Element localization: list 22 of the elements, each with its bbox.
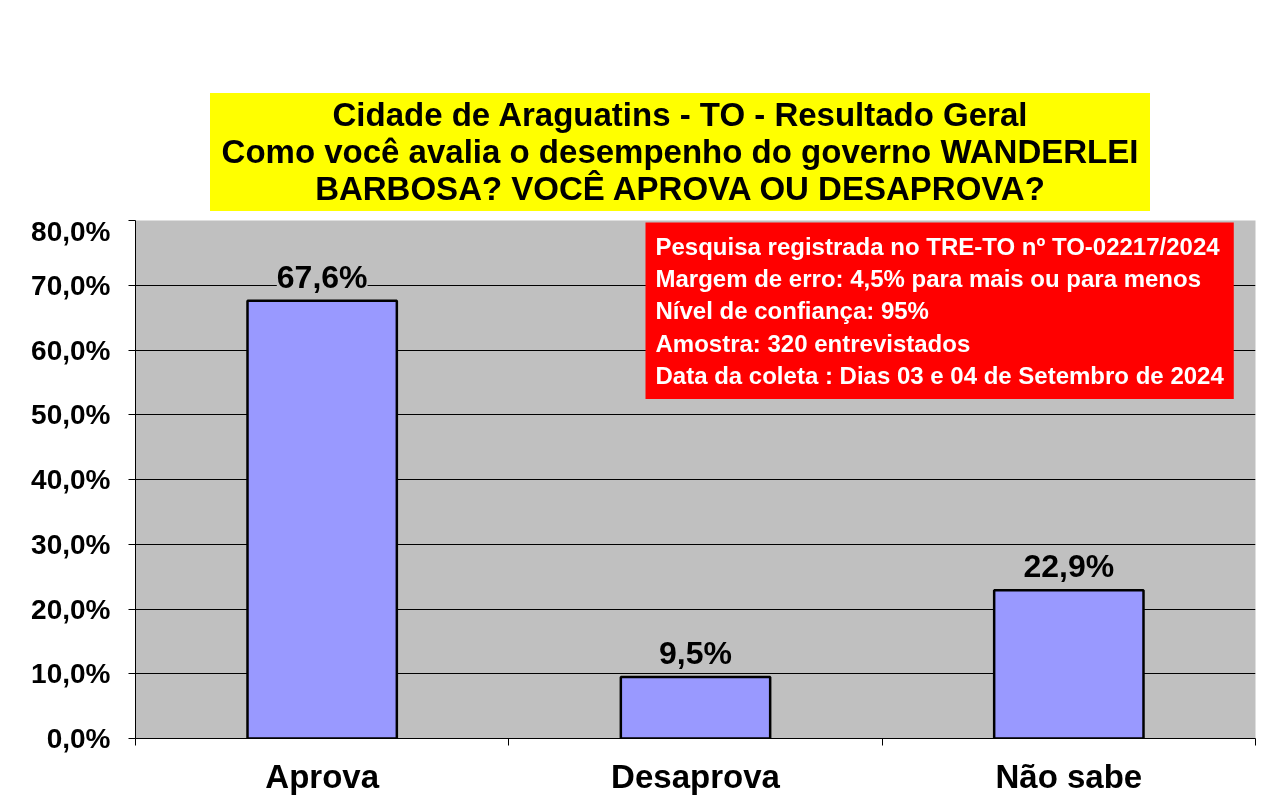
y-tick-label: 0,0% — [46, 723, 111, 754]
annotation: Margem de erro: 4,5% para mais ou para menos — [655, 264, 1202, 292]
annotation: Data da coleta : Dias 03 e 04 de Setembro de 2024 — [655, 362, 1225, 390]
chart-title: Cidade de Araguatins - TO - Resultado Geral — [332, 96, 1028, 133]
x-tick-label: Não sabe — [995, 757, 1143, 795]
chart-subtitle: Como você avalia o desempenho do governo WANDERLEI BARBOSA? VOCÊ APROVA OU DESAPROVA? — [221, 133, 1139, 207]
data-label: 9,5% — [659, 634, 732, 671]
y-tick-label: 40,0% — [31, 464, 111, 495]
x-tick-label: Aprova — [265, 757, 380, 795]
y-tick-label: 30,0% — [31, 528, 111, 560]
y-tick-label: 10,0% — [31, 658, 111, 690]
y-tick-label: 20,0% — [31, 593, 111, 625]
y-tick-label: 80,0% — [31, 215, 111, 247]
y-tick-label: 50,0% — [31, 399, 111, 431]
x-tick-label: Desaprova — [611, 757, 781, 795]
data-label: 67,6% — [276, 258, 368, 295]
annotation: Pesquisa registrada no TRE-TO nº TO-02217/2024 — [655, 232, 1221, 260]
y-tick-label: 60,0% — [31, 334, 111, 366]
data-label: 22,9% — [1023, 548, 1115, 585]
annotation: Amostra: 320 entrevistados — [655, 329, 971, 357]
y-tick-label: 70,0% — [31, 269, 111, 301]
annotation: Nível de confiança: 95% — [655, 297, 929, 325]
